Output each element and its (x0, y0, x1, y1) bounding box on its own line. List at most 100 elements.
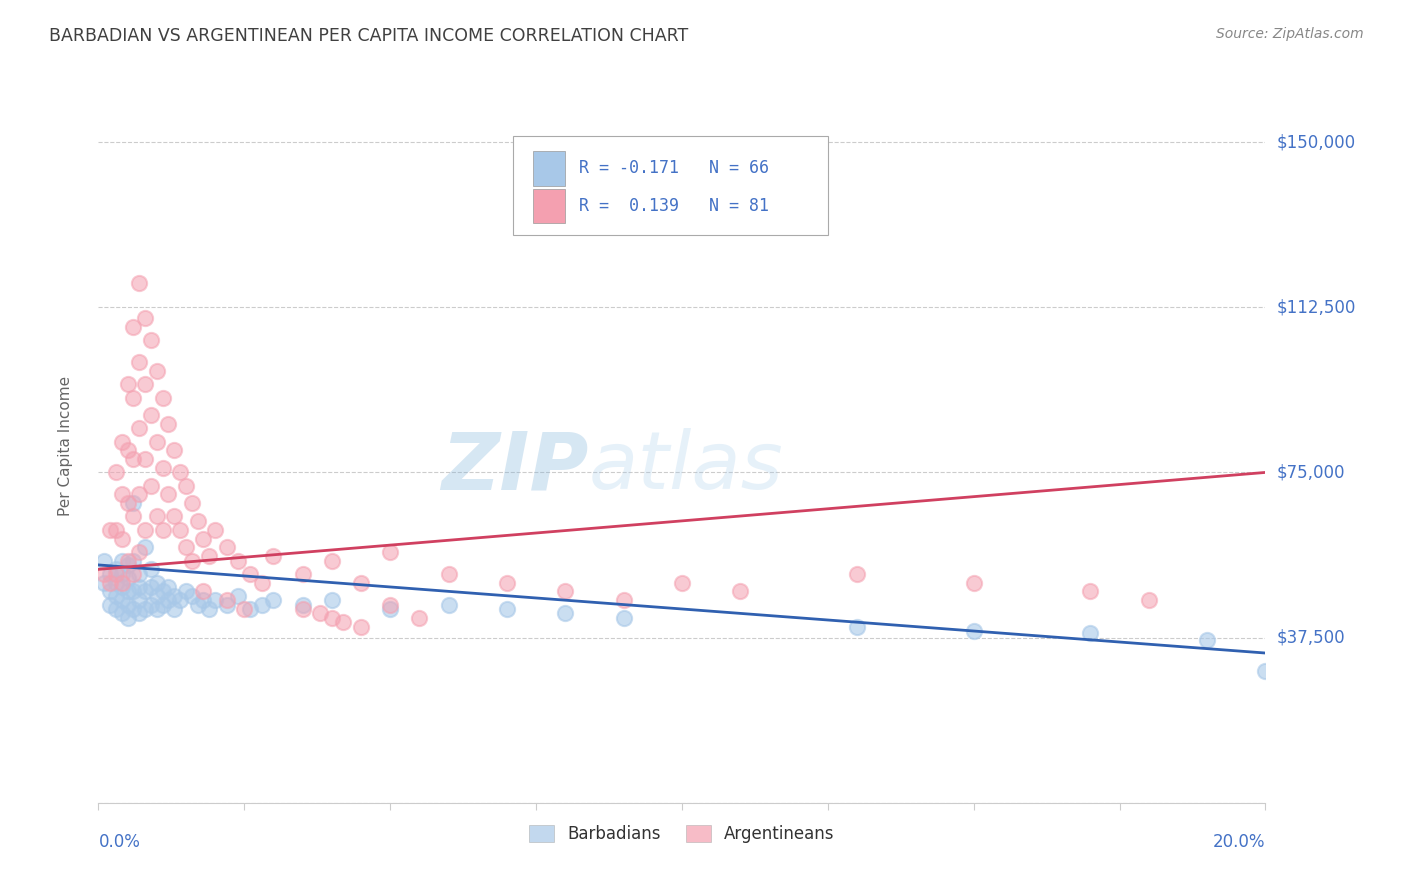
Text: ZIP: ZIP (441, 428, 589, 507)
Point (1254, 664, 1277, 678)
Point (1195, 632, 1218, 647)
Point (152, 461, 174, 475)
Point (152, 584, 174, 599)
Point (122, 496, 145, 510)
Point (128, 566, 150, 581)
Point (846, 619, 869, 633)
Point (163, 602, 186, 616)
Point (134, 584, 156, 599)
Point (134, 523, 156, 537)
Point (122, 509, 145, 524)
Point (187, 514, 209, 528)
Point (180, 496, 202, 510)
Point (291, 602, 314, 616)
Point (93, 566, 115, 581)
Point (198, 602, 221, 616)
Point (139, 598, 162, 612)
Text: Source: ZipAtlas.com: Source: ZipAtlas.com (1216, 27, 1364, 41)
Point (117, 598, 139, 612)
Point (496, 575, 519, 590)
Point (128, 487, 150, 501)
Point (163, 443, 186, 458)
Point (128, 607, 150, 621)
Point (117, 443, 139, 458)
Point (152, 523, 174, 537)
Text: $150,000: $150,000 (1277, 133, 1355, 151)
Point (437, 566, 460, 581)
Point (250, 598, 273, 612)
Text: $75,000: $75,000 (1277, 464, 1346, 482)
Point (321, 593, 343, 607)
Point (228, 553, 250, 567)
Point (408, 611, 430, 625)
Point (193, 584, 215, 599)
Point (134, 452, 156, 467)
Point (612, 593, 634, 607)
Point (169, 523, 191, 537)
Point (117, 558, 139, 572)
Point (98, 523, 121, 537)
Point (111, 580, 134, 594)
Point (193, 532, 215, 546)
Point (104, 523, 127, 537)
Point (198, 549, 221, 563)
Point (180, 553, 202, 567)
Point (380, 598, 402, 612)
Point (174, 584, 197, 599)
Point (111, 532, 134, 546)
Point (309, 607, 332, 621)
Point (117, 377, 139, 392)
Legend: Barbadians, Argentineans: Barbadians, Argentineans (520, 817, 844, 852)
Point (117, 611, 139, 625)
Point (380, 545, 402, 559)
Point (111, 553, 134, 567)
Point (163, 589, 186, 603)
Point (215, 598, 238, 612)
Point (437, 598, 460, 612)
Point (104, 566, 127, 581)
Point (122, 391, 145, 405)
Point (962, 624, 984, 638)
Point (104, 589, 127, 603)
Point (128, 545, 150, 559)
Point (239, 566, 262, 581)
Point (98, 598, 121, 612)
Point (104, 466, 127, 480)
Text: R = -0.171   N = 66: R = -0.171 N = 66 (579, 160, 769, 178)
Point (98, 566, 121, 581)
Point (187, 598, 209, 612)
Point (146, 434, 169, 449)
Point (111, 566, 134, 581)
Point (128, 276, 150, 290)
Point (134, 377, 156, 392)
Point (122, 452, 145, 467)
Point (152, 391, 174, 405)
Point (671, 575, 693, 590)
Text: atlas: atlas (589, 428, 783, 507)
Point (228, 589, 250, 603)
Text: 0.0%: 0.0% (98, 833, 141, 851)
Point (380, 602, 402, 616)
Point (554, 584, 576, 599)
Point (321, 611, 343, 625)
Point (122, 320, 145, 334)
Point (174, 478, 197, 492)
Point (157, 417, 180, 431)
Point (128, 580, 150, 594)
Point (117, 553, 139, 567)
Point (117, 571, 139, 585)
Text: $112,500: $112,500 (1277, 298, 1355, 317)
Point (250, 575, 273, 590)
Point (262, 549, 284, 563)
Point (193, 593, 215, 607)
Point (1137, 593, 1160, 607)
Point (152, 598, 174, 612)
Point (169, 593, 191, 607)
Point (104, 575, 127, 590)
Point (139, 333, 162, 347)
Point (111, 593, 134, 607)
Point (111, 607, 134, 621)
Point (321, 553, 343, 567)
Point (146, 575, 169, 590)
Point (180, 589, 202, 603)
